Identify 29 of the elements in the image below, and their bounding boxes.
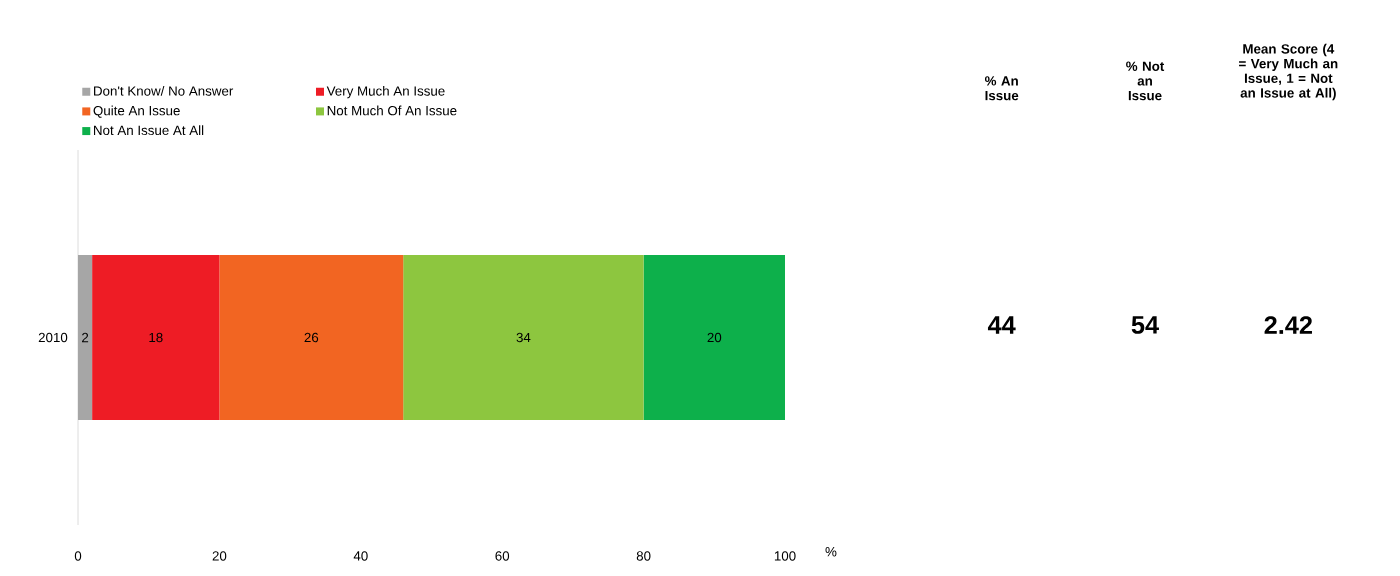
bar [92,255,220,421]
category-label: % An Issue [984,76,1019,101]
bar [643,255,786,421]
x-axis-title: % [825,547,837,557]
legend-label: Quite An Issue [93,105,180,118]
category-label: % Not an Issue [1126,61,1165,101]
x-tick-label: 100 [774,551,796,561]
legend-label: Don't Know/ No Answer [94,85,234,96]
x-tick-label: 60 [495,551,510,561]
x-tick-label: 0 [74,551,82,561]
x-tick-label: 80 [636,551,651,561]
x-tick-label: 20 [212,551,227,561]
bar [403,255,644,421]
y-tick-label: 2010 [38,332,68,343]
legend-label: Very Much An Issue [326,85,445,99]
data-label: 2 [82,332,89,343]
data-label: 26 [304,332,319,343]
data-label: 20 [707,332,722,343]
bar [219,255,404,421]
data-label: 44 [987,316,1016,334]
category-label: Mean Score (4 = Very Much an Issue, 1 = Not an Issue at All) [1239,43,1338,101]
bar [78,255,93,421]
data-label: 18 [149,332,163,343]
legend-label: Not An Issue At All [94,125,204,136]
legend-label: Not Much Of An Issue [327,105,457,116]
data-label: 34 [516,332,531,343]
x-tick-label: 40 [353,551,368,561]
data-label: 2.42 [1264,316,1312,334]
data-label: 54 [1131,316,1159,334]
